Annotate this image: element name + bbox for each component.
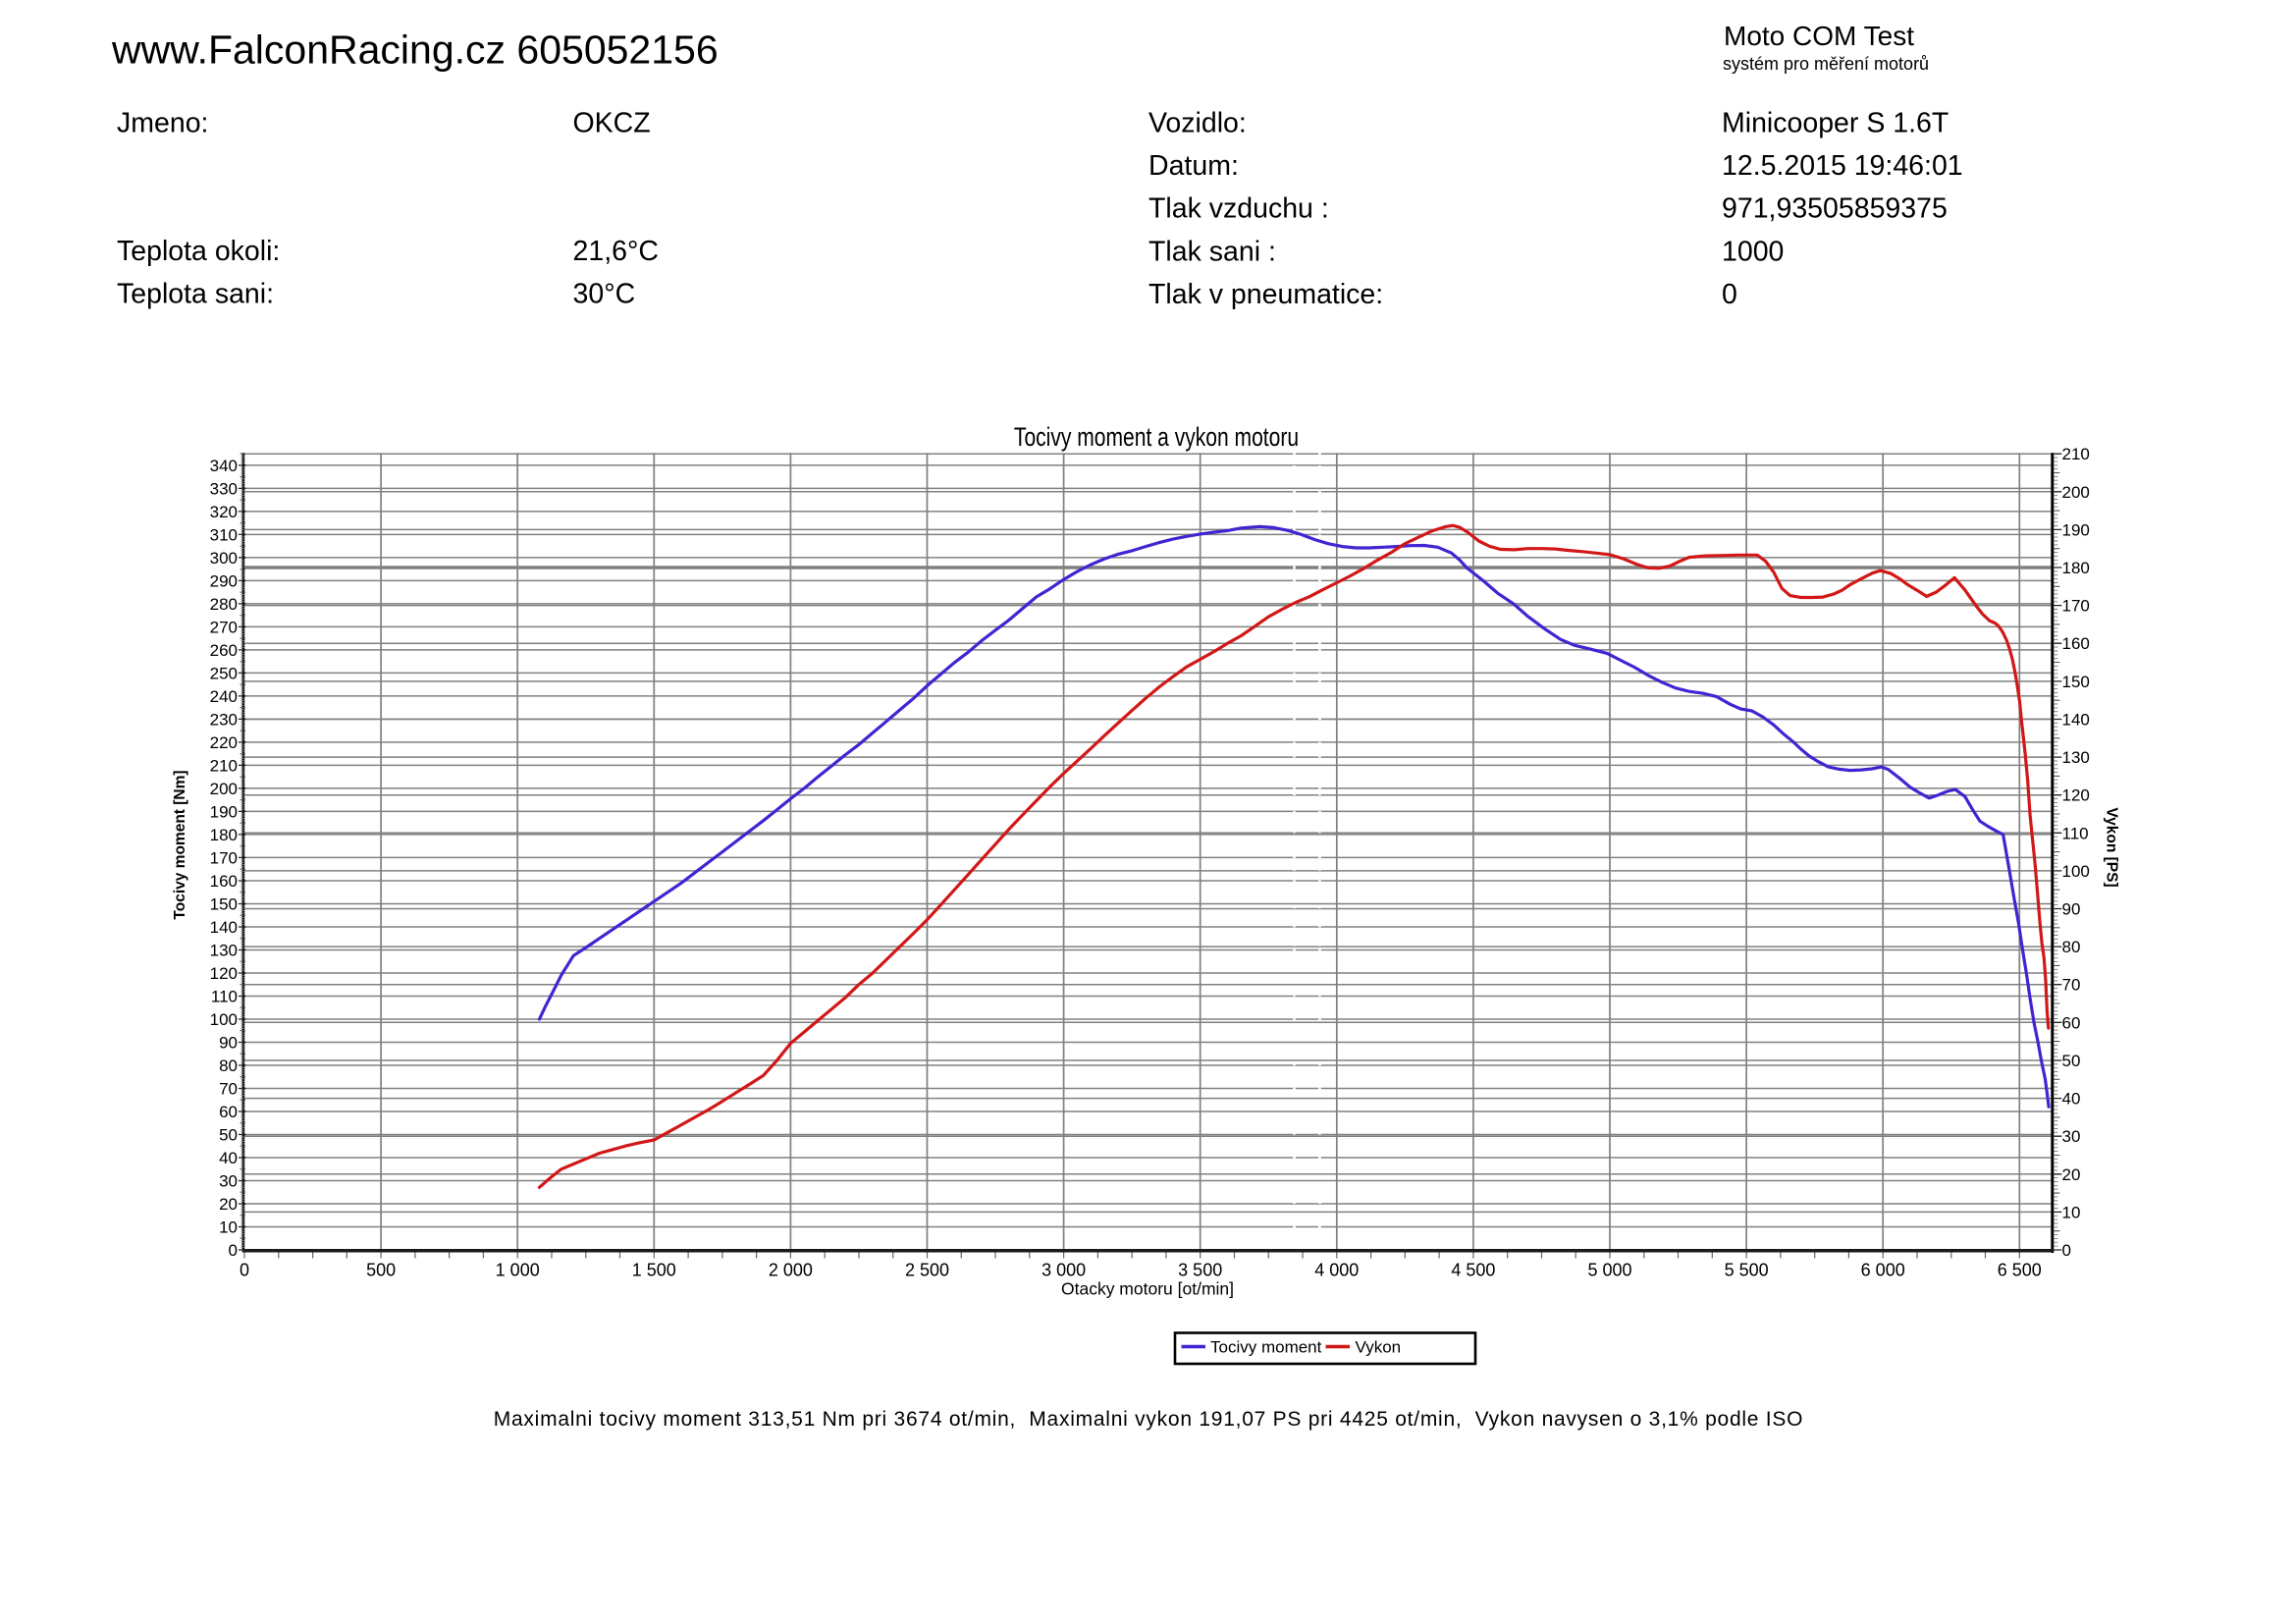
svg-text:500: 500 <box>366 1261 396 1280</box>
svg-text:120: 120 <box>2062 786 2090 805</box>
svg-text:60: 60 <box>219 1103 238 1121</box>
svg-text:170: 170 <box>210 848 238 867</box>
svg-text:290: 290 <box>210 571 238 590</box>
svg-text:300: 300 <box>210 549 238 568</box>
svg-text:Teplota okoli:: Teplota okoli: <box>117 236 280 267</box>
svg-text:Tlak vzduchu :: Tlak vzduchu : <box>1148 193 1329 225</box>
svg-text:150: 150 <box>210 895 238 914</box>
svg-text:4 000: 4 000 <box>1314 1261 1359 1280</box>
svg-text:www.FalconRacing.cz 605052156: www.FalconRacing.cz 605052156 <box>111 27 719 72</box>
svg-text:Maximalni tocivy moment 313,51: Maximalni tocivy moment 313,51 Nm pri 36… <box>494 1408 1803 1431</box>
svg-text:3 000: 3 000 <box>1041 1261 1086 1280</box>
svg-text:5 000: 5 000 <box>1587 1261 1631 1280</box>
svg-text:100: 100 <box>210 1010 238 1029</box>
svg-text:310: 310 <box>210 525 238 544</box>
svg-text:0: 0 <box>1722 279 1737 310</box>
svg-text:110: 110 <box>2062 824 2089 842</box>
svg-text:2 500: 2 500 <box>905 1261 949 1280</box>
svg-text:30: 30 <box>2062 1127 2081 1146</box>
svg-text:160: 160 <box>2062 634 2090 653</box>
svg-text:140: 140 <box>210 918 238 937</box>
svg-text:210: 210 <box>2062 445 2090 463</box>
svg-text:280: 280 <box>210 595 238 614</box>
svg-text:0: 0 <box>229 1241 238 1260</box>
svg-text:971,93505859375: 971,93505859375 <box>1722 193 1948 225</box>
svg-text:1 500: 1 500 <box>632 1261 676 1280</box>
svg-text:230: 230 <box>210 710 238 729</box>
svg-text:Datum:: Datum: <box>1148 150 1239 182</box>
svg-text:1 000: 1 000 <box>496 1261 540 1280</box>
svg-text:80: 80 <box>219 1056 238 1075</box>
svg-text:30°C: 30°C <box>573 279 636 310</box>
svg-text:2 000: 2 000 <box>769 1261 813 1280</box>
svg-text:Vykon: Vykon <box>1356 1338 1402 1357</box>
svg-text:21,6°C: 21,6°C <box>573 236 659 267</box>
svg-text:5 500: 5 500 <box>1725 1261 1769 1280</box>
svg-text:4 500: 4 500 <box>1451 1261 1495 1280</box>
svg-text:270: 270 <box>210 618 238 636</box>
svg-text:12.5.2015 19:46:01: 12.5.2015 19:46:01 <box>1722 150 1963 182</box>
svg-text:190: 190 <box>210 802 238 821</box>
svg-text:320: 320 <box>210 503 238 521</box>
svg-text:90: 90 <box>219 1034 238 1053</box>
svg-text:Tocivy moment a vykon motoru: Tocivy moment a vykon motoru <box>1014 423 1299 453</box>
svg-text:systém pro měření motorů: systém pro měření motorů <box>1723 54 1929 74</box>
svg-text:1000: 1000 <box>1722 236 1784 267</box>
svg-text:Tlak sani :: Tlak sani : <box>1148 236 1276 267</box>
svg-text:190: 190 <box>2062 520 2090 539</box>
svg-text:20: 20 <box>2062 1165 2081 1184</box>
svg-text:140: 140 <box>2062 711 2090 730</box>
svg-text:Otacky motoru [ot/min]: Otacky motoru [ot/min] <box>1061 1279 1234 1299</box>
svg-text:30: 30 <box>219 1172 238 1191</box>
svg-text:150: 150 <box>2062 673 2090 691</box>
svg-text:3 500: 3 500 <box>1178 1261 1222 1280</box>
svg-text:180: 180 <box>210 826 238 844</box>
svg-text:70: 70 <box>219 1080 238 1099</box>
svg-text:220: 220 <box>210 733 238 752</box>
svg-text:250: 250 <box>210 664 238 682</box>
svg-text:10: 10 <box>2062 1203 2081 1221</box>
svg-text:80: 80 <box>2062 938 2081 956</box>
svg-text:210: 210 <box>210 756 238 775</box>
svg-text:6 000: 6 000 <box>1861 1261 1905 1280</box>
svg-text:240: 240 <box>210 687 238 706</box>
svg-text:50: 50 <box>219 1126 238 1145</box>
svg-text:260: 260 <box>210 641 238 660</box>
svg-text:Tlak v pneumatice:: Tlak v pneumatice: <box>1148 279 1383 310</box>
svg-text:50: 50 <box>2062 1052 2081 1070</box>
svg-text:10: 10 <box>219 1218 238 1237</box>
svg-text:130: 130 <box>2062 748 2090 767</box>
svg-text:Moto COM Test: Moto COM Test <box>1724 21 1914 51</box>
svg-text:90: 90 <box>2062 900 2081 919</box>
svg-text:Jmeno:: Jmeno: <box>117 108 208 139</box>
svg-text:40: 40 <box>2062 1090 2081 1109</box>
svg-text:180: 180 <box>2062 559 2090 577</box>
svg-text:Tocivy moment [Nm]: Tocivy moment [Nm] <box>172 770 188 919</box>
svg-text:Vykon [PS]: Vykon [PS] <box>2103 807 2119 887</box>
svg-text:0: 0 <box>240 1261 249 1280</box>
svg-text:330: 330 <box>210 479 238 498</box>
svg-text:200: 200 <box>2062 483 2090 502</box>
svg-text:200: 200 <box>210 780 238 798</box>
svg-text:70: 70 <box>2062 976 2081 995</box>
svg-text:OKCZ: OKCZ <box>573 108 651 139</box>
svg-text:20: 20 <box>219 1195 238 1214</box>
svg-text:170: 170 <box>2062 597 2090 616</box>
svg-text:0: 0 <box>2062 1241 2071 1260</box>
svg-text:130: 130 <box>210 942 238 960</box>
svg-text:Tocivy moment: Tocivy moment <box>1210 1338 1322 1357</box>
svg-text:340: 340 <box>210 457 238 475</box>
svg-text:160: 160 <box>210 872 238 891</box>
svg-text:6 500: 6 500 <box>1998 1261 2042 1280</box>
svg-text:60: 60 <box>2062 1013 2081 1032</box>
svg-text:100: 100 <box>2062 862 2090 881</box>
svg-text:110: 110 <box>211 988 238 1006</box>
svg-text:40: 40 <box>219 1149 238 1167</box>
svg-text:120: 120 <box>210 964 238 983</box>
svg-text:Teplota sani:: Teplota sani: <box>117 279 274 310</box>
svg-text:Vozidlo:: Vozidlo: <box>1148 108 1247 139</box>
svg-text:Minicooper S 1.6T: Minicooper S 1.6T <box>1722 108 1949 139</box>
